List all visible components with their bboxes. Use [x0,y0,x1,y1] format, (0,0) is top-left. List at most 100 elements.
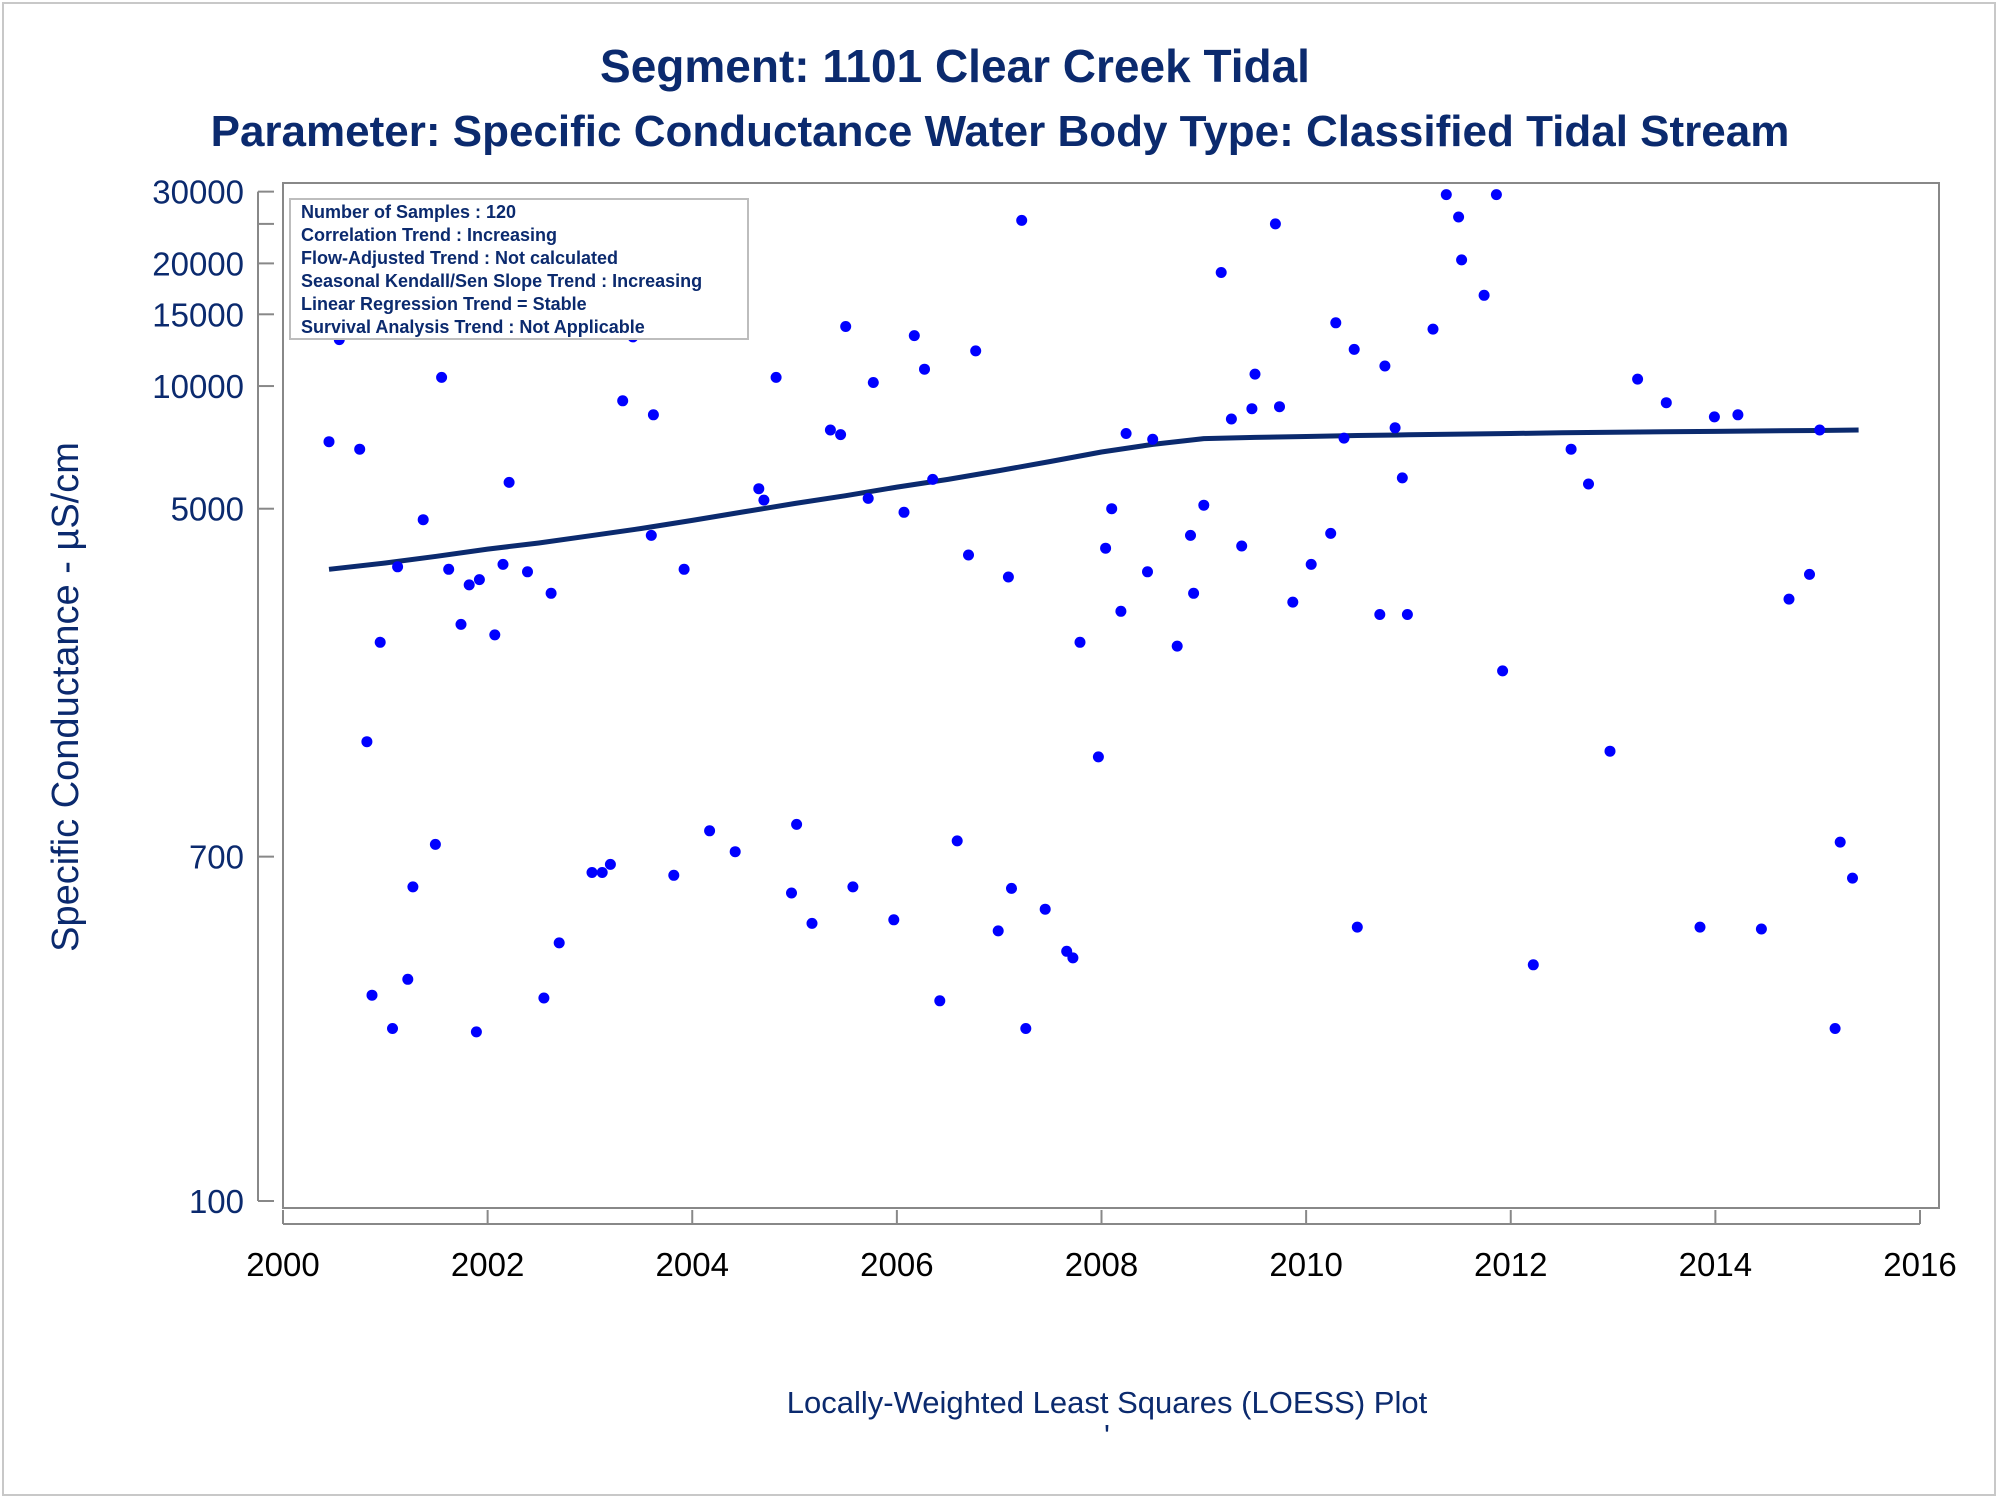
info-box-line: Number of Samples : 120 [301,202,516,222]
data-point [1115,605,1127,617]
data-point [1142,566,1153,578]
data-point [919,363,930,375]
data-point [908,330,920,342]
data-point [374,636,386,648]
data-point [604,858,616,870]
data-point [1106,503,1118,515]
data-point [1804,568,1815,580]
data-point [1325,527,1337,539]
data-point [704,825,716,837]
data-point [545,587,557,599]
data-point [1829,1023,1841,1034]
data-point [1039,903,1051,915]
data-point [455,618,467,630]
data-point [927,473,939,485]
data-point [1401,609,1413,620]
loess-trend-line [328,427,1859,572]
data-point [366,989,378,1001]
data-point [791,818,803,830]
data-point [1287,596,1299,608]
data-point [470,1026,482,1038]
y-tick-label: 5000 [171,491,244,528]
data-point [678,563,690,575]
data-point [1225,413,1237,425]
data-point [824,424,836,436]
data-point [497,558,509,570]
footnote-mark: ' [1104,1418,1110,1453]
data-point [1074,636,1086,648]
data-point [1694,921,1706,933]
data-point [786,887,797,899]
data-point [1565,443,1577,455]
data-point [1427,323,1439,335]
data-point [1215,267,1227,278]
info-box-line: Correlation Trend : Increasing [301,225,557,245]
data-point [770,371,782,383]
data-point [1456,254,1468,266]
data-point [1092,751,1104,763]
x-tick-label: 2006 [860,1246,933,1283]
data-point [1120,428,1132,439]
data-point [758,494,770,506]
data-point [729,846,741,858]
data-point [1708,411,1720,423]
data-point [1527,959,1539,971]
data-point [489,629,501,641]
data-point [1351,921,1363,933]
data-point [951,835,963,847]
data-point [1016,214,1028,226]
data-point [1490,189,1502,201]
data-point [1274,401,1285,413]
data-point [323,436,335,448]
y-tick-label: 15000 [152,296,244,333]
y-tick-label: 20000 [152,245,244,282]
sample-points [323,189,1858,1038]
data-point [387,1023,398,1034]
x-tick-label: 2014 [1679,1246,1752,1283]
data-point [473,574,485,586]
data-point [867,377,879,388]
data-point [463,579,475,591]
data-point [862,492,874,504]
data-point [1198,499,1210,511]
data-point [392,561,404,573]
y-tick-label: 30000 [152,174,244,211]
info-box-line: Survival Analysis Trend : Not Applicable [301,317,645,337]
data-point [1814,424,1826,436]
plot-area [282,182,1940,1209]
data-point [898,506,910,518]
data-point [522,566,533,578]
x-tick-label: 2016 [1883,1246,1956,1283]
data-point [1338,432,1350,444]
data-point [1188,587,1200,599]
x-tick-label: 2010 [1269,1246,1342,1283]
data-point [1440,189,1452,201]
data-point [429,838,441,850]
data-point [596,867,608,878]
data-point [1330,317,1342,329]
x-tick-label: 2000 [246,1246,319,1283]
data-point [1632,373,1644,385]
data-point [1002,571,1014,583]
data-point [1067,952,1079,964]
data-point [1732,409,1744,421]
y-tick-label: 100 [189,1183,244,1220]
data-point [1453,211,1465,223]
data-point [847,881,859,893]
data-point [553,937,565,949]
data-point [1100,542,1112,554]
x-tick-label: 2002 [451,1246,524,1283]
data-point [1497,665,1509,677]
data-point [753,483,765,495]
data-point [647,409,659,421]
data-point [1604,745,1616,757]
y-tick-label: 700 [189,839,244,876]
data-point [538,992,550,1004]
data-point [361,736,373,748]
data-point [1374,609,1386,620]
chart-footnote: Locally-Weighted Least Squares (LOESS) P… [787,1385,1428,1420]
data-point [992,925,1004,937]
data-point [888,914,900,926]
chart-title: Segment: 1101 Clear Creek Tidal [600,40,1310,92]
info-box-line: Flow-Adjusted Trend : Not calculated [301,248,618,268]
